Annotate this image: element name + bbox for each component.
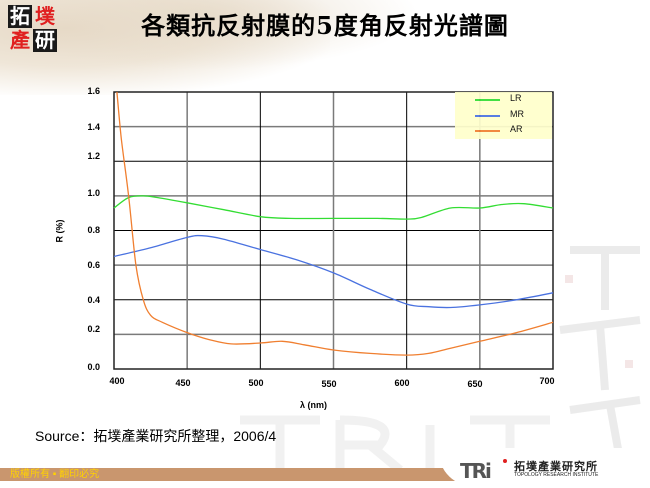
legend-swatch-mr [475, 115, 500, 117]
x-tick-label: 500 [248, 378, 264, 388]
org-name-chinese: 拓墣產業研究所 [514, 460, 598, 473]
org-name-english: TOPOLOGY RESEARCH INSTITUTE [514, 472, 599, 478]
legend-item-mr: MR [455, 109, 552, 123]
y-tick-label: 0.6 [87, 260, 100, 270]
legend-item-ar: AR [455, 124, 552, 138]
company-logo: 拓 墣 產 研 [8, 5, 58, 53]
source-note: Source：拓墣產業研究所整理，2006/4 [35, 428, 277, 444]
y-tick-label: 1.6 [87, 86, 100, 96]
y-axis-label: R (%) [54, 219, 65, 243]
y-tick-label: 0.8 [87, 225, 100, 235]
page-title: 各類抗反射膜的5度角反射光譜圖 [141, 11, 509, 40]
tri-logo-mark: TRi [460, 459, 492, 483]
series-line-mr [113, 234, 554, 309]
x-tick-label: 450 [175, 378, 191, 388]
x-axis-label: λ (nm) [300, 400, 327, 410]
y-tick-label: 1.0 [87, 188, 100, 198]
series-line-lr [113, 195, 554, 220]
y-tick-label: 1.4 [87, 122, 100, 132]
logo-char: 拓 [8, 4, 32, 28]
y-tick-label: 1.2 [87, 151, 100, 161]
legend-swatch-ar [475, 130, 500, 132]
legend-label-ar: AR [510, 124, 523, 134]
y-tick-label: 0.4 [87, 295, 100, 305]
x-tick-label: 600 [394, 378, 410, 388]
y-tick-label: 0.0 [87, 362, 100, 372]
x-tick-label: 700 [539, 376, 555, 386]
footer-logo-backdrop [440, 448, 650, 488]
legend-label-lr: LR [510, 93, 522, 103]
background-map-decoration-2 [60, 0, 420, 70]
plot-area [113, 91, 554, 370]
reflectance-chart: 1.6 1.4 1.2 1.0 0.8 0.6 0.4 0.2 0.0 400 … [54, 86, 555, 410]
x-tick-label: 550 [321, 379, 337, 389]
x-tick-label: 400 [109, 376, 125, 386]
y-tick-label: 0.2 [87, 324, 100, 334]
logo-char: 墣 [35, 4, 55, 28]
chart-legend: LR MR AR [455, 92, 552, 139]
tri-logo-dot-icon [503, 459, 507, 463]
legend-label-mr: MR [510, 109, 524, 119]
x-tick-label: 650 [467, 379, 483, 389]
copyright-notice: 版權所有 ▪ 翻印必究 [10, 469, 100, 480]
series-line-ar [116, 91, 554, 356]
logo-char: 研 [33, 28, 57, 52]
logo-char: 產 [10, 28, 30, 52]
legend-item-lr: LR [455, 93, 552, 107]
legend-swatch-lr [475, 99, 500, 101]
